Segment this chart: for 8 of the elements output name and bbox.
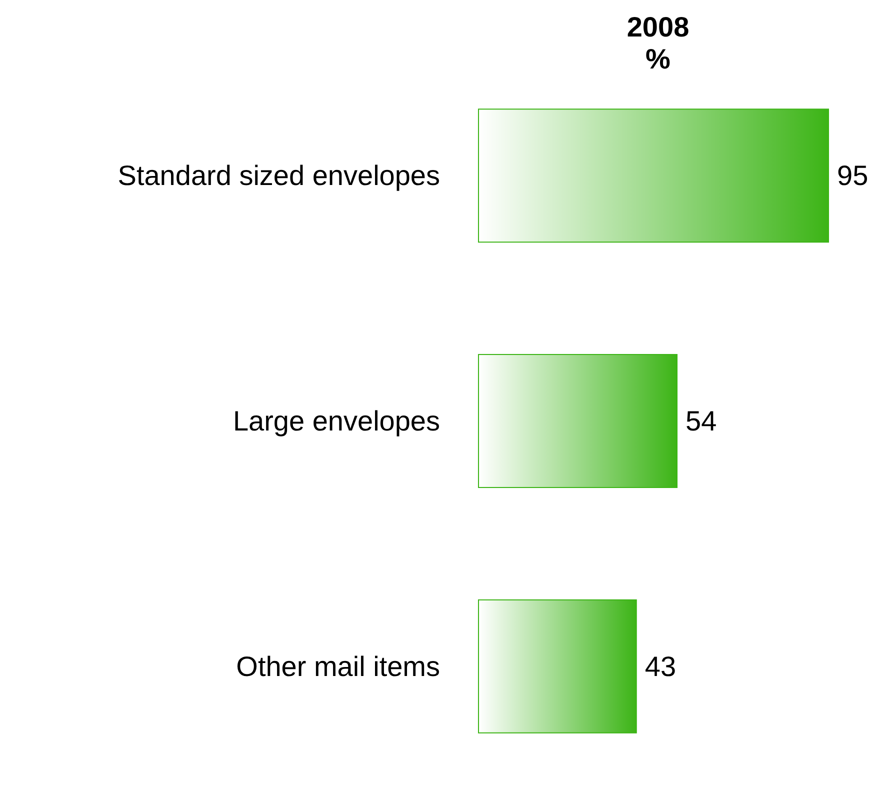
data-label: 54 <box>686 406 717 436</box>
y-tick-label: Standard sized envelopes <box>118 160 440 192</box>
data-label: 43 <box>644 650 676 682</box>
chart-subtitle: % <box>646 44 671 74</box>
y-tick-label: Large envelopes <box>232 406 440 436</box>
y-tick-label: Other mail items <box>236 650 440 682</box>
data-label: 95 <box>837 160 868 192</box>
chart-title: 2008 <box>626 12 690 42</box>
